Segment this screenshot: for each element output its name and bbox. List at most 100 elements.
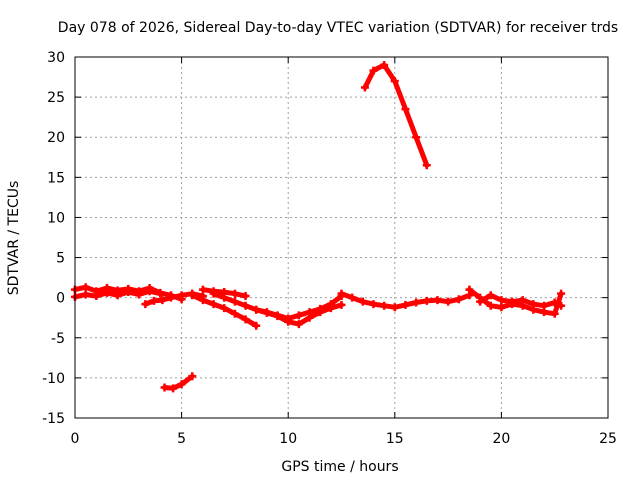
y-tick-label: 20 <box>47 130 65 146</box>
data-point <box>252 305 261 314</box>
data-point <box>360 83 369 92</box>
series-segment-11 <box>465 285 566 318</box>
data-point <box>337 300 346 309</box>
data-point <box>337 289 346 298</box>
data-point <box>113 291 122 300</box>
series-segment-4 <box>160 372 197 393</box>
data-point <box>220 293 229 302</box>
y-tick-label: -5 <box>51 331 65 347</box>
y-tick-label: -10 <box>42 371 65 387</box>
data-point <box>81 283 90 292</box>
y-axis-label: SDTVAR / TECUs <box>6 181 22 296</box>
data-point <box>188 372 197 381</box>
data-point <box>508 297 517 306</box>
data-point <box>401 105 410 114</box>
data-point <box>422 296 431 305</box>
data-series <box>71 61 566 393</box>
data-point <box>230 297 239 306</box>
data-point <box>241 301 250 310</box>
series-trace <box>466 287 564 317</box>
series-segment-6 <box>188 291 261 330</box>
data-point <box>540 301 549 310</box>
data-point <box>454 295 463 304</box>
data-point <box>262 308 271 317</box>
series-segment-10 <box>360 61 431 170</box>
data-point <box>486 291 495 300</box>
data-point <box>465 285 474 294</box>
y-tick-label: -15 <box>42 411 65 427</box>
data-point <box>158 296 167 305</box>
data-point <box>102 288 111 297</box>
data-point <box>358 297 367 306</box>
series-segment-9 <box>337 289 474 312</box>
x-tick-label: 25 <box>599 431 617 447</box>
data-point <box>529 300 538 309</box>
data-point <box>305 308 314 317</box>
x-tick-label: 15 <box>386 431 404 447</box>
data-point <box>390 77 399 86</box>
data-point <box>198 285 207 294</box>
data-point <box>177 380 186 389</box>
y-tick-label: 0 <box>56 291 65 307</box>
x-tick-label: 5 <box>177 431 186 447</box>
data-point <box>177 291 186 300</box>
series-trace <box>162 373 195 391</box>
data-point <box>92 292 101 301</box>
data-point <box>160 383 169 392</box>
data-point <box>380 301 389 310</box>
data-point <box>380 61 389 70</box>
data-point <box>284 314 293 323</box>
data-point <box>209 289 218 298</box>
data-point <box>273 311 282 320</box>
data-point <box>141 300 150 309</box>
series-segment-12 <box>476 291 566 310</box>
y-tick-label: 25 <box>47 90 65 106</box>
data-point <box>348 293 357 302</box>
data-point <box>390 303 399 312</box>
data-point <box>230 309 239 318</box>
data-point <box>412 133 421 142</box>
data-point <box>557 301 566 310</box>
data-point <box>422 161 431 170</box>
data-point <box>241 292 250 301</box>
data-point <box>124 288 133 297</box>
data-point <box>241 315 250 324</box>
data-point <box>198 296 207 305</box>
data-point <box>209 300 218 309</box>
y-tick-label: 5 <box>56 251 65 267</box>
data-point <box>220 304 229 313</box>
data-point <box>401 300 410 309</box>
data-point <box>557 289 566 298</box>
plot-frame <box>74 56 609 419</box>
data-point <box>252 321 261 330</box>
data-point <box>412 298 421 307</box>
data-point <box>294 311 303 320</box>
data-point <box>230 289 239 298</box>
chart-title: Day 078 of 2026, Sidereal Day-to-day VTE… <box>58 20 618 36</box>
data-point <box>433 296 442 305</box>
data-point <box>497 296 506 305</box>
data-point <box>156 289 165 298</box>
data-point <box>497 303 506 312</box>
data-point <box>369 300 378 309</box>
y-tick-label: 30 <box>47 50 65 66</box>
data-point <box>81 290 90 299</box>
data-point <box>169 384 178 393</box>
data-point <box>550 298 559 307</box>
data-point <box>326 300 335 309</box>
series-segment-2 <box>71 287 165 301</box>
data-point <box>294 320 303 329</box>
x-tick-label: 0 <box>71 431 80 447</box>
data-point <box>149 296 158 305</box>
data-point <box>166 293 175 302</box>
data-point <box>444 297 453 306</box>
y-tick-label: 15 <box>47 170 65 186</box>
data-point <box>486 301 495 310</box>
data-point <box>134 290 143 299</box>
data-point <box>476 297 485 306</box>
x-tick-label: 20 <box>492 431 510 447</box>
data-point <box>316 304 325 313</box>
x-tick-label: 10 <box>279 431 297 447</box>
